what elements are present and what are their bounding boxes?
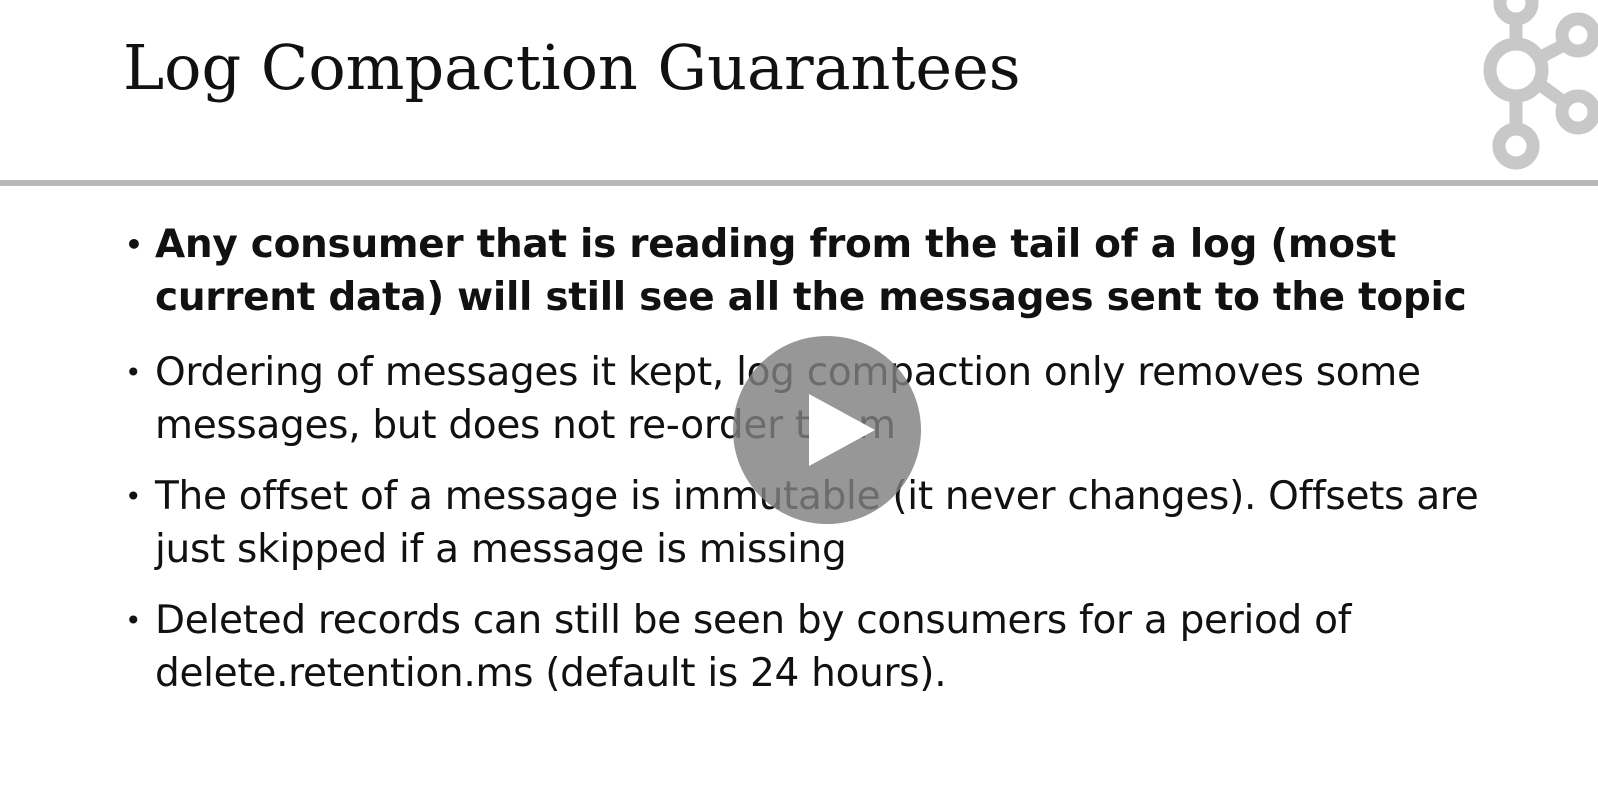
kafka-logo-icon [1483, 0, 1598, 170]
bullet-dot: • [125, 604, 142, 637]
bullet-item: • Deleted records can still be seen by c… [123, 594, 1503, 700]
bullet-dot: • [125, 228, 143, 261]
video-play-button[interactable] [733, 336, 921, 524]
play-icon [809, 394, 875, 466]
bullet-dot: • [125, 356, 142, 389]
slide-title: Log Compaction Guarantees [123, 31, 1021, 104]
title-divider [0, 180, 1598, 186]
bullet-text: Any consumer that is reading from the ta… [155, 222, 1467, 320]
bullet-dot: • [125, 480, 142, 513]
bullet-text: Deleted records can still be seen by con… [155, 598, 1352, 696]
bullet-item: • Any consumer that is reading from the … [123, 218, 1503, 324]
